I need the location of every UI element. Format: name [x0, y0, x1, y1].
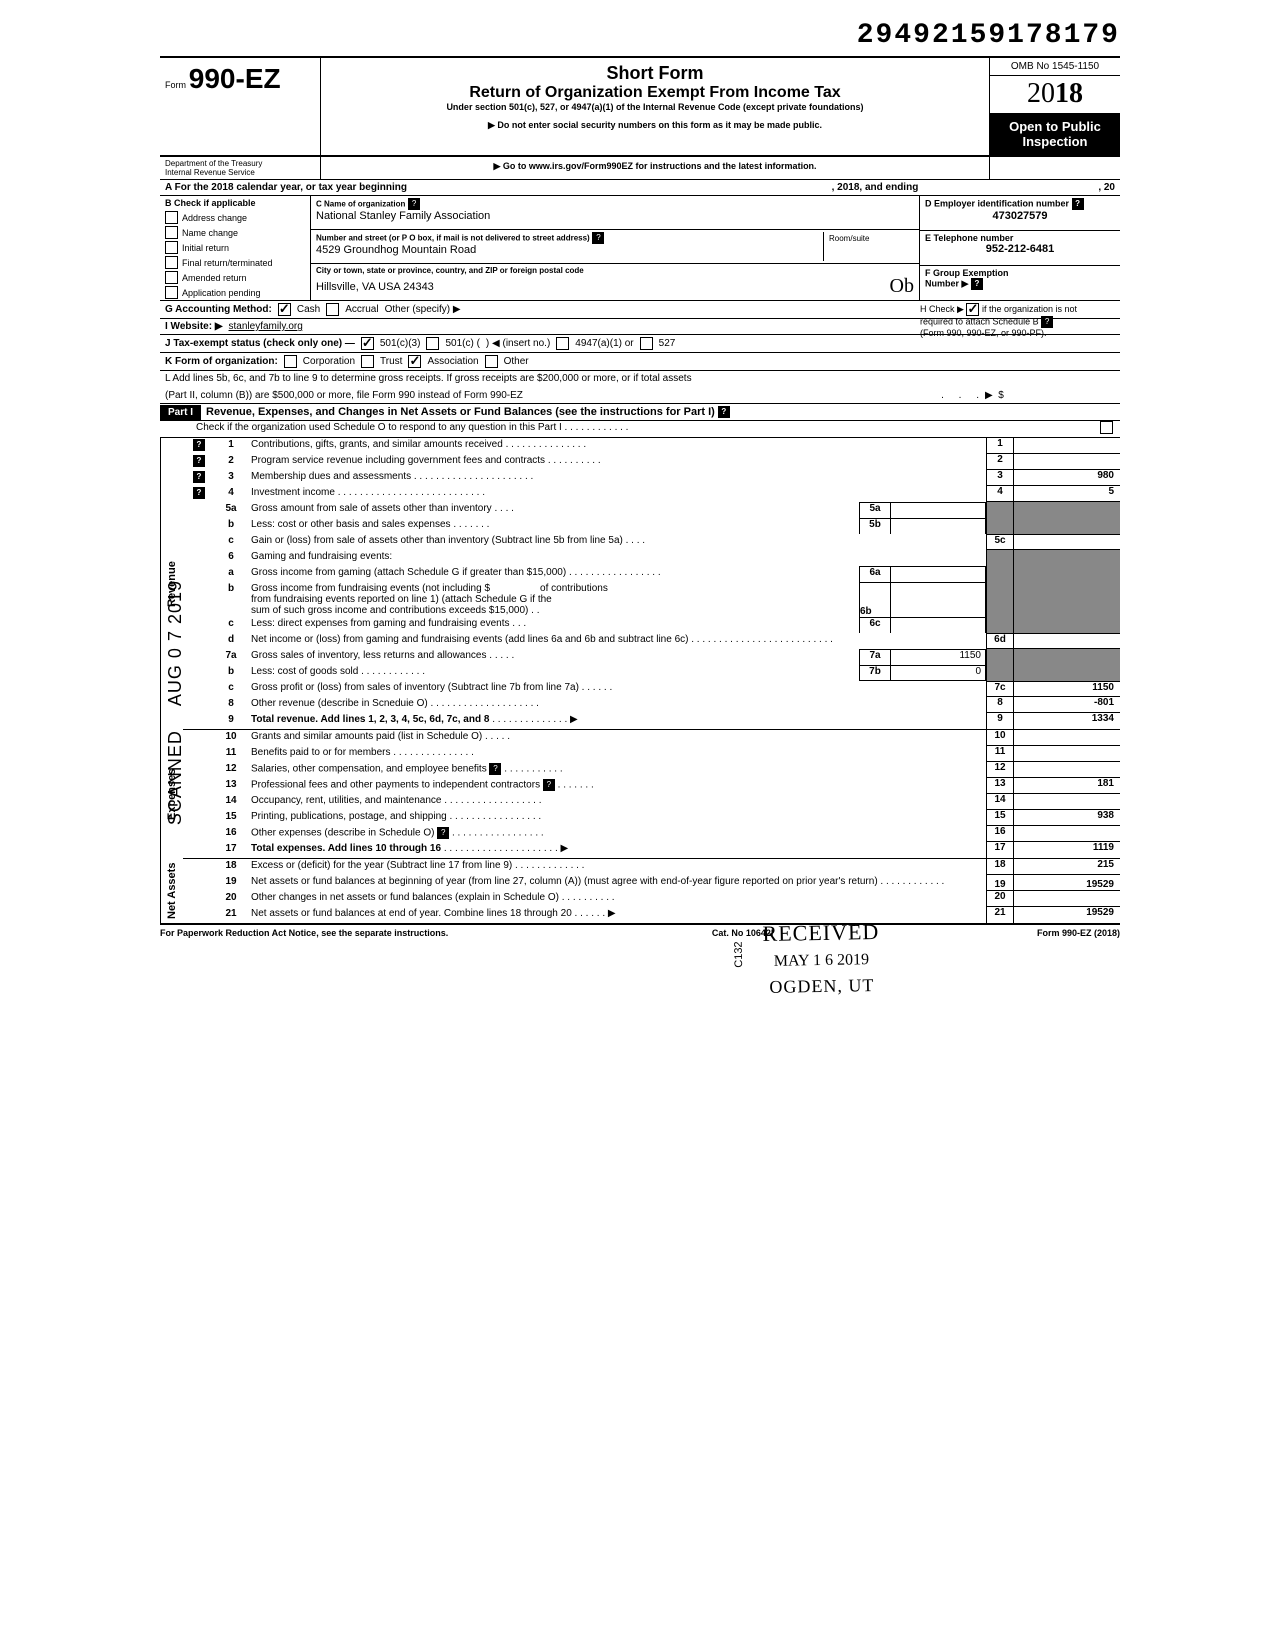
website: stanleyfamily.org — [229, 321, 303, 332]
revenue-section: Revenue ? 1 Contributions, gifts, grants… — [160, 438, 1120, 730]
line-4-value: 5 — [1014, 486, 1120, 502]
title-short: Short Form — [326, 63, 984, 84]
handwritten-initials: Ob — [890, 275, 914, 298]
received-stamp: RECEIVED C132 MAY 1 6 2019 OGDEN, UT — [763, 919, 881, 998]
form-header: Form 990-EZ Short Form Return of Organiz… — [160, 56, 1120, 157]
expenses-section: Expenses 10 Grants and similar amounts p… — [160, 730, 1120, 859]
section-c: C Name of organization ? National Stanle… — [311, 196, 919, 300]
line-9-value: 1334 — [1014, 713, 1120, 729]
title-box: Short Form Return of Organization Exempt… — [321, 58, 989, 155]
org-address: 4529 Groundhog Mountain Road — [316, 244, 823, 256]
line-17-value: 1119 — [1014, 842, 1120, 858]
help-icon[interactable]: ? — [1041, 316, 1053, 328]
main-info: B Check if applicable Address change Nam… — [160, 196, 1120, 301]
instruction-2: ▶ Go to www.irs.gov/Form990EZ for instru… — [321, 157, 989, 179]
section-a: A For the 2018 calendar year, or tax yea… — [160, 180, 1120, 196]
checkbox-initial-return[interactable] — [165, 241, 178, 254]
help-icon[interactable]: ? — [193, 487, 205, 499]
ein: 473027579 — [925, 210, 1115, 222]
right-info-col: D Employer identification number ? 47302… — [919, 196, 1120, 300]
line-7b-value: 0 — [891, 665, 986, 681]
help-icon[interactable]: ? — [408, 198, 420, 210]
part-1-check: Check if the organization used Schedule … — [160, 421, 1120, 438]
line-13-value: 181 — [1014, 778, 1120, 794]
line-15-value: 938 — [1014, 810, 1120, 826]
help-icon[interactable]: ? — [718, 406, 730, 418]
title-main: Return of Organization Exempt From Incom… — [326, 84, 984, 102]
omb-number: OMB No 1545-1150 — [990, 58, 1120, 76]
year-box: OMB No 1545-1150 2018 Open to Public Ins… — [989, 58, 1120, 155]
help-icon[interactable]: ? — [193, 439, 205, 451]
help-icon[interactable]: ? — [1072, 198, 1084, 210]
help-icon[interactable]: ? — [193, 455, 205, 467]
dept-info: Department of the Treasury Internal Reve… — [160, 157, 321, 179]
instruction-1: ▶ Do not enter social security numbers o… — [326, 120, 984, 131]
checkbox-address-change[interactable] — [165, 211, 178, 224]
title-under: Under section 501(c), 527, or 4947(a)(1)… — [326, 102, 984, 112]
net-assets-section: Net Assets 18 Excess or (deficit) for th… — [160, 859, 1120, 925]
help-icon[interactable]: ? — [489, 763, 501, 775]
help-icon[interactable]: ? — [437, 827, 449, 839]
section-l: L Add lines 5b, 6c, and 7b to line 9 to … — [160, 371, 1120, 404]
line-3-value: 980 — [1014, 470, 1120, 486]
checkbox-other[interactable] — [485, 355, 498, 368]
line-19-value: 19529 — [1014, 875, 1120, 891]
checkbox-final-return[interactable] — [165, 256, 178, 269]
checkbox-schedule-o[interactable] — [1100, 421, 1113, 434]
line-21-value: 19529 — [1014, 907, 1120, 923]
form-page: 29492159178179 Form 990-EZ Short Form Re… — [160, 20, 1120, 938]
page-footer: For Paperwork Reduction Act Notice, see … — [160, 925, 1120, 938]
checkbox-501c3[interactable] — [361, 337, 374, 350]
help-icon[interactable]: ? — [193, 471, 205, 483]
help-icon[interactable]: ? — [971, 278, 983, 290]
checkbox-accrual[interactable] — [326, 303, 339, 316]
checkbox-trust[interactable] — [361, 355, 374, 368]
checkbox-amended[interactable] — [165, 271, 178, 284]
tax-year: 2018 — [990, 76, 1120, 112]
telephone: 952-212-6481 — [925, 243, 1115, 255]
line-18-value: 215 — [1014, 859, 1120, 875]
line-7c-value: 1150 — [1014, 681, 1120, 697]
form-number-box: Form 990-EZ — [160, 58, 321, 155]
section-h: H Check ▶ if the organization is not req… — [920, 303, 1115, 338]
checkbox-schedule-b[interactable] — [966, 303, 979, 316]
help-icon[interactable]: ? — [543, 779, 555, 791]
org-name: National Stanley Family Association — [316, 210, 914, 222]
room-suite: Room/suite — [823, 232, 914, 261]
checkbox-association[interactable] — [408, 355, 421, 368]
org-city: Hillsville, VA USA 24343 — [316, 281, 434, 293]
part-1-header: Part I Revenue, Expenses, and Changes in… — [160, 404, 1120, 421]
open-public: Open to Public Inspection — [990, 112, 1120, 155]
checkbox-corporation[interactable] — [284, 355, 297, 368]
checkbox-527[interactable] — [640, 337, 653, 350]
document-number: 29492159178179 — [160, 20, 1120, 51]
net-assets-label: Net Assets — [160, 859, 183, 923]
section-b: B Check if applicable Address change Nam… — [160, 196, 311, 300]
checkbox-cash[interactable] — [278, 303, 291, 316]
line-7a-value: 1150 — [891, 649, 986, 665]
help-icon[interactable]: ? — [592, 232, 604, 244]
checkbox-pending[interactable] — [165, 286, 178, 299]
line-8-value: -801 — [1014, 697, 1120, 713]
form-prefix: Form — [165, 80, 186, 90]
checkbox-name-change[interactable] — [165, 226, 178, 239]
form-number: 990-EZ — [189, 63, 281, 94]
dept-row: Department of the Treasury Internal Reve… — [160, 157, 1120, 180]
section-k: K Form of organization: Corporation Trus… — [160, 353, 1120, 371]
revenue-label: Revenue — [160, 438, 183, 730]
expenses-label: Expenses — [160, 730, 183, 859]
checkbox-4947[interactable] — [556, 337, 569, 350]
checkbox-501c[interactable] — [426, 337, 439, 350]
